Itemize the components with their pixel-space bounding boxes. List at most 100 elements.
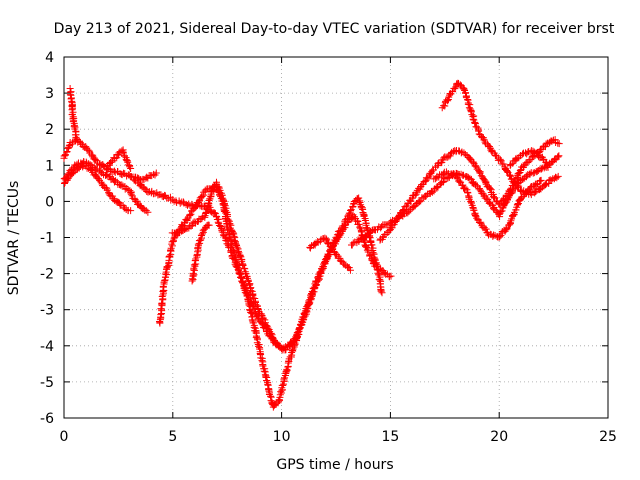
series-track-11 [347, 152, 563, 249]
data-point-marker [220, 201, 228, 209]
data-point-marker [541, 181, 549, 189]
data-point-marker [280, 344, 288, 352]
data-point-marker [72, 133, 80, 141]
series-track-13 [438, 79, 562, 199]
data-point-marker [60, 152, 68, 160]
data-point-marker [434, 160, 442, 168]
data-point-marker [148, 172, 156, 180]
data-points [60, 79, 563, 411]
data-point-marker [151, 190, 159, 198]
data-point-marker [127, 164, 135, 172]
data-point-marker [514, 200, 522, 208]
data-point-marker [190, 261, 198, 269]
data-point-marker [194, 240, 202, 248]
data-point-marker [205, 197, 213, 205]
data-point-marker [197, 236, 205, 244]
data-point-marker [192, 255, 200, 263]
data-point-marker [390, 218, 398, 226]
data-point-marker [470, 206, 478, 214]
data-point-marker [233, 243, 241, 251]
data-point-marker [534, 166, 542, 174]
data-point-marker [258, 357, 266, 365]
data-point-marker [447, 170, 455, 178]
data-point-marker [356, 223, 364, 231]
data-point-marker [164, 263, 172, 271]
data-point-marker [277, 388, 285, 396]
data-point-marker [239, 261, 247, 269]
data-point-marker [356, 225, 364, 233]
data-point-marker [259, 315, 267, 323]
series-track-6 [156, 183, 395, 411]
data-point-marker [369, 249, 377, 257]
axis-ticks: 0 5 10 15 20 25 -6 -5 -4 -3 -2 -1 0 1 2 3 4 [40, 50, 617, 445]
data-point-marker [448, 148, 456, 156]
data-point-marker [205, 221, 213, 229]
data-point-marker [554, 153, 562, 161]
data-point-marker [198, 192, 206, 200]
data-point-marker [466, 174, 474, 182]
data-point-marker [161, 270, 169, 278]
data-point-marker [169, 196, 177, 204]
data-point-marker [380, 269, 388, 277]
x-axis-label: GPS time / hours [276, 457, 393, 473]
y-tick-label: -6 [40, 411, 54, 427]
data-point-marker [400, 206, 408, 214]
data-point-marker [444, 97, 452, 105]
data-point-marker [451, 85, 459, 93]
series-track-10 [306, 234, 354, 274]
data-point-marker [468, 179, 476, 187]
data-point-marker [525, 187, 533, 195]
data-point-marker [483, 194, 491, 202]
series-track-4 [66, 84, 80, 143]
data-point-marker [108, 158, 116, 166]
data-point-marker [121, 152, 128, 160]
data-point-marker [485, 184, 493, 192]
data-point-marker [411, 191, 419, 199]
data-point-marker [187, 210, 195, 218]
data-point-marker [186, 211, 194, 219]
series-track-3 [61, 160, 135, 215]
data-point-marker [72, 135, 80, 143]
data-point-marker [339, 225, 347, 233]
y-tick-label: -1 [40, 231, 54, 247]
data-point-marker [506, 171, 514, 179]
data-point-marker [374, 269, 382, 277]
data-point-marker [548, 137, 556, 145]
data-point-marker [237, 273, 245, 281]
data-point-marker [536, 177, 544, 185]
data-point-marker [555, 152, 563, 160]
data-point-marker [229, 229, 237, 237]
y-tick-label: 0 [45, 194, 54, 210]
data-point-marker [198, 230, 206, 238]
data-point-marker [464, 189, 472, 197]
y-tick-label: -5 [40, 375, 54, 391]
data-point-marker [247, 308, 255, 316]
data-point-marker [232, 262, 240, 270]
data-point-marker [469, 115, 477, 123]
data-point-marker [537, 176, 545, 184]
data-point-marker [489, 193, 497, 201]
y-axis-label: SDTVAR / TECUs [6, 181, 22, 296]
data-point-marker [69, 118, 77, 126]
data-point-marker [189, 269, 197, 277]
data-point-marker [460, 149, 468, 157]
data-point-marker [235, 269, 243, 277]
data-point-marker [486, 185, 494, 193]
data-point-marker [157, 311, 165, 319]
data-point-marker [241, 265, 249, 273]
data-point-marker [526, 170, 534, 178]
data-point-marker [98, 180, 106, 188]
data-point-marker [416, 198, 424, 206]
data-point-marker [372, 260, 380, 268]
data-point-marker [386, 226, 394, 234]
data-point-marker [460, 85, 468, 93]
data-point-marker [410, 203, 418, 211]
data-point-marker [233, 241, 241, 249]
data-point-marker [476, 186, 484, 194]
y-tick-label: 3 [45, 86, 54, 102]
data-point-marker [274, 397, 282, 405]
data-point-marker [461, 150, 469, 158]
data-point-marker [531, 189, 539, 197]
data-point-marker [345, 211, 353, 219]
